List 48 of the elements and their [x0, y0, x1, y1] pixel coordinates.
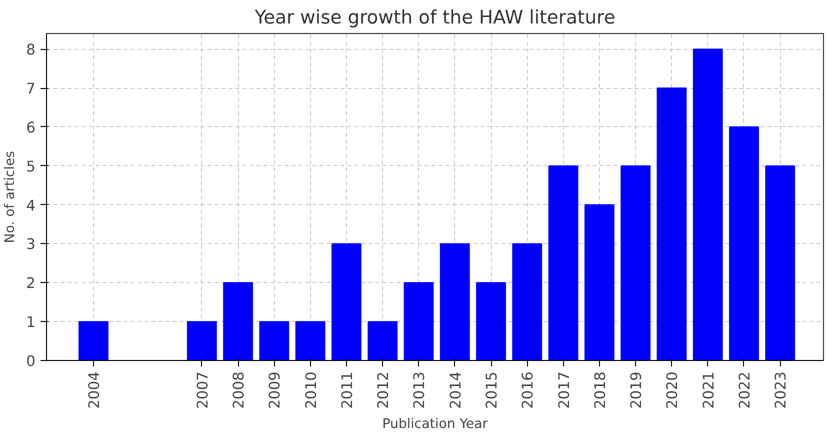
- x-tick-label: 2021: [700, 371, 718, 409]
- bar: [584, 204, 614, 360]
- x-tick-label: 2016: [520, 371, 537, 409]
- y-tick-label: 8: [26, 42, 36, 59]
- bar: [476, 282, 506, 360]
- bar: [765, 165, 796, 360]
- bar: [295, 321, 326, 360]
- bar: [729, 126, 759, 360]
- y-tick-label: 0: [26, 353, 36, 370]
- x-tick-label: 2010: [302, 371, 320, 409]
- bar: [404, 282, 434, 360]
- x-tick-label: 2011: [338, 371, 356, 409]
- x-tick-label: 2007: [194, 371, 212, 409]
- y-axis-title: No. of articles: [3, 150, 18, 244]
- bar: [656, 88, 687, 360]
- x-tick-label: 2013: [411, 371, 428, 409]
- x-tick-label: 2012: [375, 371, 392, 409]
- x-tick-label: 2017: [556, 371, 573, 409]
- chart-title: Year wise growth of the HAW literature: [254, 8, 616, 28]
- y-tick-label: 3: [26, 236, 36, 254]
- bar: [620, 165, 651, 360]
- bar: [332, 243, 362, 360]
- y-tick-label: 1: [26, 314, 36, 332]
- x-tick-label: 2014: [447, 371, 464, 409]
- bar: [440, 243, 470, 360]
- x-axis-title: Publication Year: [382, 416, 488, 432]
- x-tick-label: 2008: [230, 371, 248, 409]
- x-tick-label: 2004: [86, 371, 103, 409]
- bar: [186, 321, 217, 360]
- x-tick-label: 2018: [592, 371, 609, 409]
- bar: [78, 321, 108, 360]
- x-tick-label: 2022: [736, 371, 754, 409]
- y-tick-label: 6: [26, 119, 36, 136]
- x-tick-label: 2009: [266, 371, 284, 409]
- x-tick-label: 2015: [484, 371, 501, 409]
- y-tick-label: 4: [26, 197, 36, 214]
- y-tick-label: 2: [26, 275, 36, 292]
- bar: [368, 321, 398, 360]
- bar: [548, 165, 578, 360]
- x-tick-label: 2020: [664, 371, 682, 409]
- bar: [223, 282, 253, 360]
- y-tick-label: 7: [26, 80, 36, 98]
- x-tick-label: 2023: [772, 371, 790, 409]
- y-tick-label: 5: [26, 158, 36, 176]
- bar: [692, 48, 723, 360]
- bar: [259, 321, 290, 360]
- bar: [512, 243, 542, 360]
- x-tick-label: 2019: [628, 371, 646, 409]
